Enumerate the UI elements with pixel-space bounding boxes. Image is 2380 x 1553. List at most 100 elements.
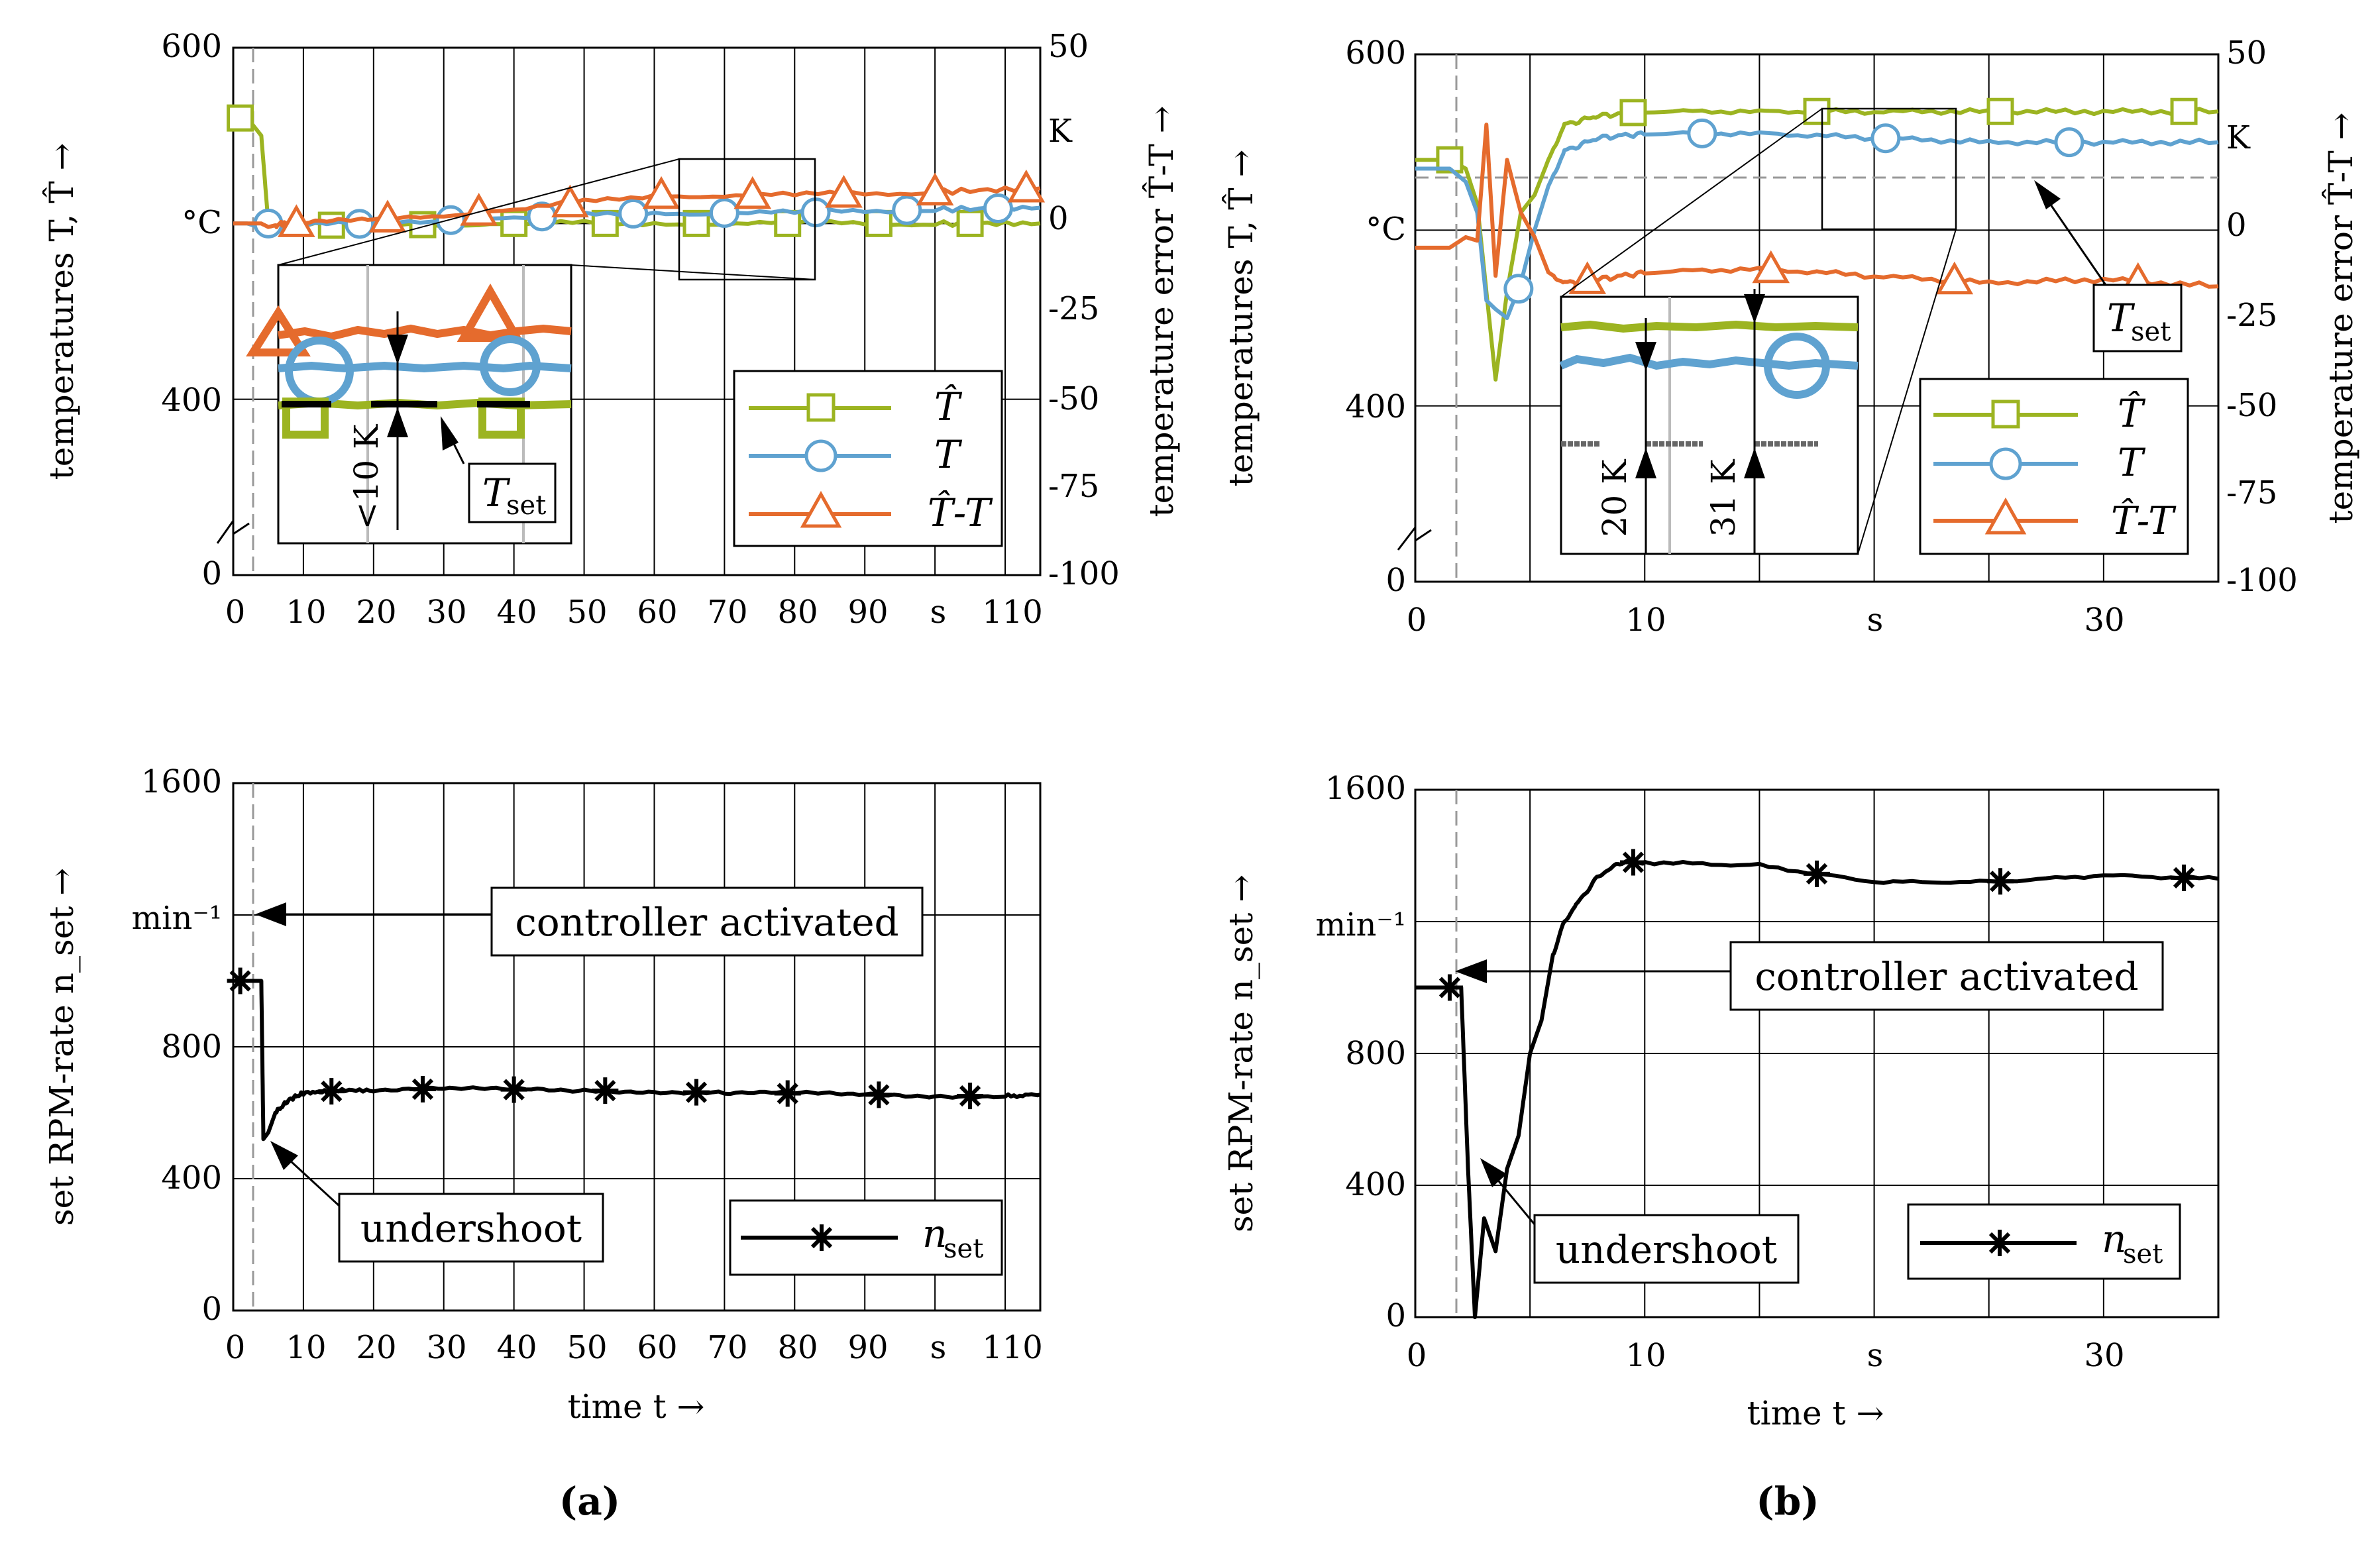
marker-n <box>500 1076 527 1103</box>
annot-box-controller-a <box>490 886 924 957</box>
xtick: 80 <box>777 1329 818 1366</box>
ytick-a-bot-0: 0 <box>201 1291 222 1328</box>
xtick: 0 <box>1407 1337 1427 1374</box>
marker-t <box>892 195 922 225</box>
xtick: 50 <box>567 594 607 631</box>
xtick: 110 <box>982 1329 1043 1366</box>
legend-marker-t <box>804 439 838 472</box>
legend-label-that: T̂ <box>2118 390 2146 436</box>
marker-that <box>500 209 528 237</box>
xtick: 30 <box>426 594 466 631</box>
tset-label-b-top: T <box>2107 295 2136 341</box>
arrow-head <box>387 407 408 437</box>
annot-controller-b: controller activated <box>1755 954 2138 999</box>
marker-n-stroke <box>229 970 251 992</box>
marker-err <box>551 184 589 218</box>
y2tick-b-top-0: 0 <box>2226 207 2247 244</box>
arrow-head <box>270 1141 298 1170</box>
xticks-b-top: 0 10 s 30 <box>1407 602 2125 639</box>
marker-n <box>227 967 254 994</box>
axis-break-a-top <box>216 517 250 544</box>
marker-n-stroke <box>503 1079 525 1100</box>
xtick: 40 <box>496 1329 537 1366</box>
y2tick-b-top-m50: -50 <box>2226 387 2277 424</box>
series-a-top <box>227 104 1046 239</box>
panel-label-a: (a) <box>559 1479 620 1524</box>
zoom-connector <box>570 264 816 280</box>
arrow-head <box>1744 294 1765 323</box>
marker-n-stroke <box>1438 977 1461 998</box>
marker-n <box>683 1079 710 1106</box>
xtick: s <box>930 1329 947 1366</box>
xtick: s <box>930 594 947 631</box>
y2tick-b-top-50: 50 <box>2226 34 2267 72</box>
xtick: 10 <box>286 594 326 631</box>
marker-n-stroke <box>321 1081 343 1102</box>
xtick: 10 <box>1625 1337 1666 1374</box>
series-b-bottom <box>1415 849 2219 1319</box>
ytick-a-top-0: 0 <box>201 555 222 592</box>
inset-b-top: 20 K 31 K <box>1559 289 1859 555</box>
marker-n-stroke <box>959 1085 981 1107</box>
ytick-a-bot-800: 800 <box>161 1028 222 1065</box>
marker-n <box>1619 849 1647 876</box>
xtick: 60 <box>637 1329 677 1366</box>
zoom-connector <box>278 158 680 266</box>
xticks-b-bottom: 0 10 s 30 <box>1407 1337 2125 1374</box>
series-line-T̂-T <box>232 186 1041 229</box>
marker-n <box>957 1083 984 1110</box>
xtick: 0 <box>1407 602 1427 639</box>
label-20k: 20 K <box>1596 458 1634 537</box>
ytick-a-bot-400: 400 <box>161 1159 222 1197</box>
marker-t <box>1870 123 1901 154</box>
legend-frame <box>1919 378 2189 555</box>
tset-box-b-top <box>2092 284 2183 352</box>
xticks-a-top: 0 10 20 30 40 50 60 70 80 90 s 110 <box>225 594 1043 631</box>
tset-sub-a-top: set <box>506 490 546 521</box>
arrow-head <box>1635 448 1656 478</box>
marker-n-stroke <box>685 1081 708 1103</box>
xtick: 70 <box>707 1329 747 1366</box>
marker-n <box>318 1078 345 1105</box>
marker-n <box>2171 864 2198 891</box>
legend-marker-t <box>1989 447 2022 480</box>
ytick-b-top-600: 600 <box>1345 34 1406 72</box>
xtick: 30 <box>2084 1337 2124 1374</box>
marker-that <box>956 209 984 237</box>
legend-b-top: T̂ T T̂-T <box>1919 378 2189 555</box>
plot-frame-a-top <box>232 46 1042 576</box>
legend-label-n: n <box>2102 1216 2126 1261</box>
marker-n <box>1804 860 1830 887</box>
marker-that <box>1986 97 2014 125</box>
ytick-b-bot-800: 800 <box>1345 1035 1406 1072</box>
marker-t <box>1503 274 1534 304</box>
legend-a-top: T̂ T T̂-T <box>733 370 1003 547</box>
marker-that <box>865 209 892 237</box>
inset-t-marker <box>1764 333 1830 399</box>
tset-box-a-top <box>468 462 557 523</box>
y2tick-a-top-m50: -50 <box>1048 380 1099 417</box>
inset-that-line <box>1560 320 1859 333</box>
ytick-a-top-degc: °C <box>182 204 222 241</box>
axis-break-b-top <box>1397 524 1432 551</box>
legend-marker-err <box>1984 497 2027 535</box>
marker-n-stroke <box>777 1083 798 1104</box>
marker-n-stroke <box>1989 871 2012 892</box>
legend-label-err: T̂-T <box>2111 498 2177 543</box>
xtick: 0 <box>225 594 246 631</box>
xlabel-b-bottom: time t → <box>1747 1394 1884 1432</box>
y2label-a-top: temperature error T̂-T → <box>1142 106 1181 517</box>
panel-label-b: (b) <box>1756 1479 1819 1524</box>
marker-n-stroke <box>411 1078 434 1100</box>
label-less-10k: <10 K <box>347 423 386 529</box>
zoom-connector <box>1857 229 1957 555</box>
annot-undershoot-b: undershoot <box>1556 1227 1777 1272</box>
marker-err <box>1007 169 1046 203</box>
marker-t <box>618 198 649 229</box>
inset-err-line <box>278 324 572 341</box>
marker-t <box>345 209 375 239</box>
marker-err <box>733 176 772 209</box>
tset-label-a-top: T <box>482 470 511 515</box>
arrow-head <box>1635 342 1656 371</box>
